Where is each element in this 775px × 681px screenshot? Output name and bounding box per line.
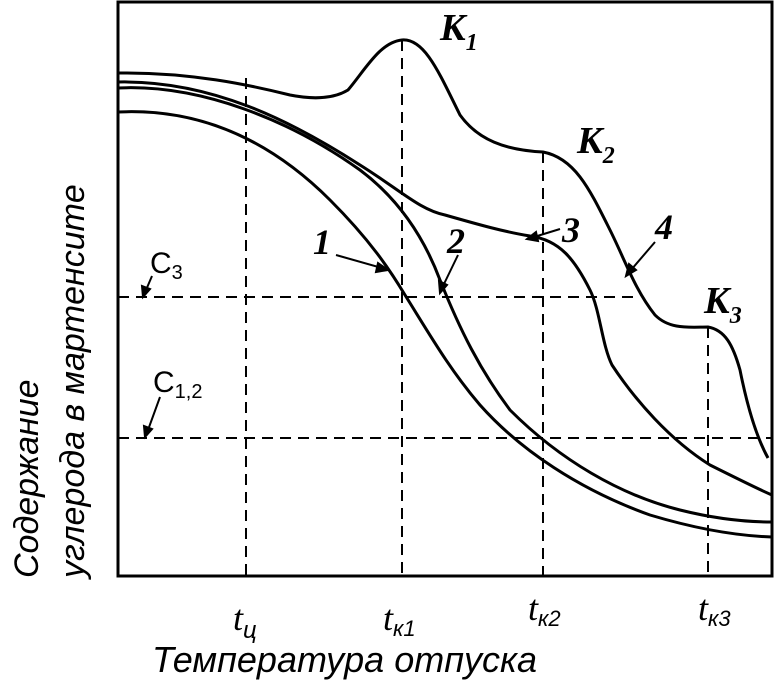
curve-4 bbox=[117, 38, 770, 459]
curve-label-4: 4 bbox=[654, 207, 673, 247]
curve-label-3: 3 bbox=[561, 210, 580, 250]
peak-label-k1: К1 bbox=[439, 7, 478, 56]
curve-2-pointer bbox=[437, 254, 459, 296]
c3-pointer bbox=[140, 275, 153, 300]
curve-4-pointer bbox=[624, 241, 656, 279]
peak-label-k2: К2 bbox=[576, 120, 615, 169]
tick-label-tk3: tк3 bbox=[698, 588, 731, 631]
c12-pointer bbox=[142, 396, 161, 440]
y-axis-label: Содержание bbox=[8, 379, 46, 578]
tick-label-tc: tц bbox=[233, 598, 257, 644]
curve-1 bbox=[117, 110, 773, 539]
curve-label-2: 2 bbox=[446, 221, 465, 261]
peak-label-k3: К3 bbox=[703, 280, 742, 329]
level-label-c3: С3 bbox=[150, 247, 183, 284]
tick-label-tk1: tк1 bbox=[383, 598, 416, 641]
curve-1-pointer bbox=[335, 254, 391, 274]
y-axis-label-line2: углерода в мартенсите bbox=[54, 184, 92, 580]
curve-label-1: 1 bbox=[313, 222, 331, 262]
curve-3 bbox=[117, 80, 773, 497]
plot-frame bbox=[116, 0, 774, 578]
curve-2 bbox=[117, 86, 773, 524]
y-axis-label-line1: Содержание bbox=[8, 379, 46, 578]
tick-label-tk2: tк2 bbox=[528, 588, 561, 631]
curve-3-pointer bbox=[524, 228, 561, 243]
x-axis-label: Температура отпуска bbox=[152, 639, 537, 680]
level-label-c12: С1,2 bbox=[153, 366, 202, 403]
y-axis-label-2: углерода в мартенсите bbox=[54, 184, 92, 580]
